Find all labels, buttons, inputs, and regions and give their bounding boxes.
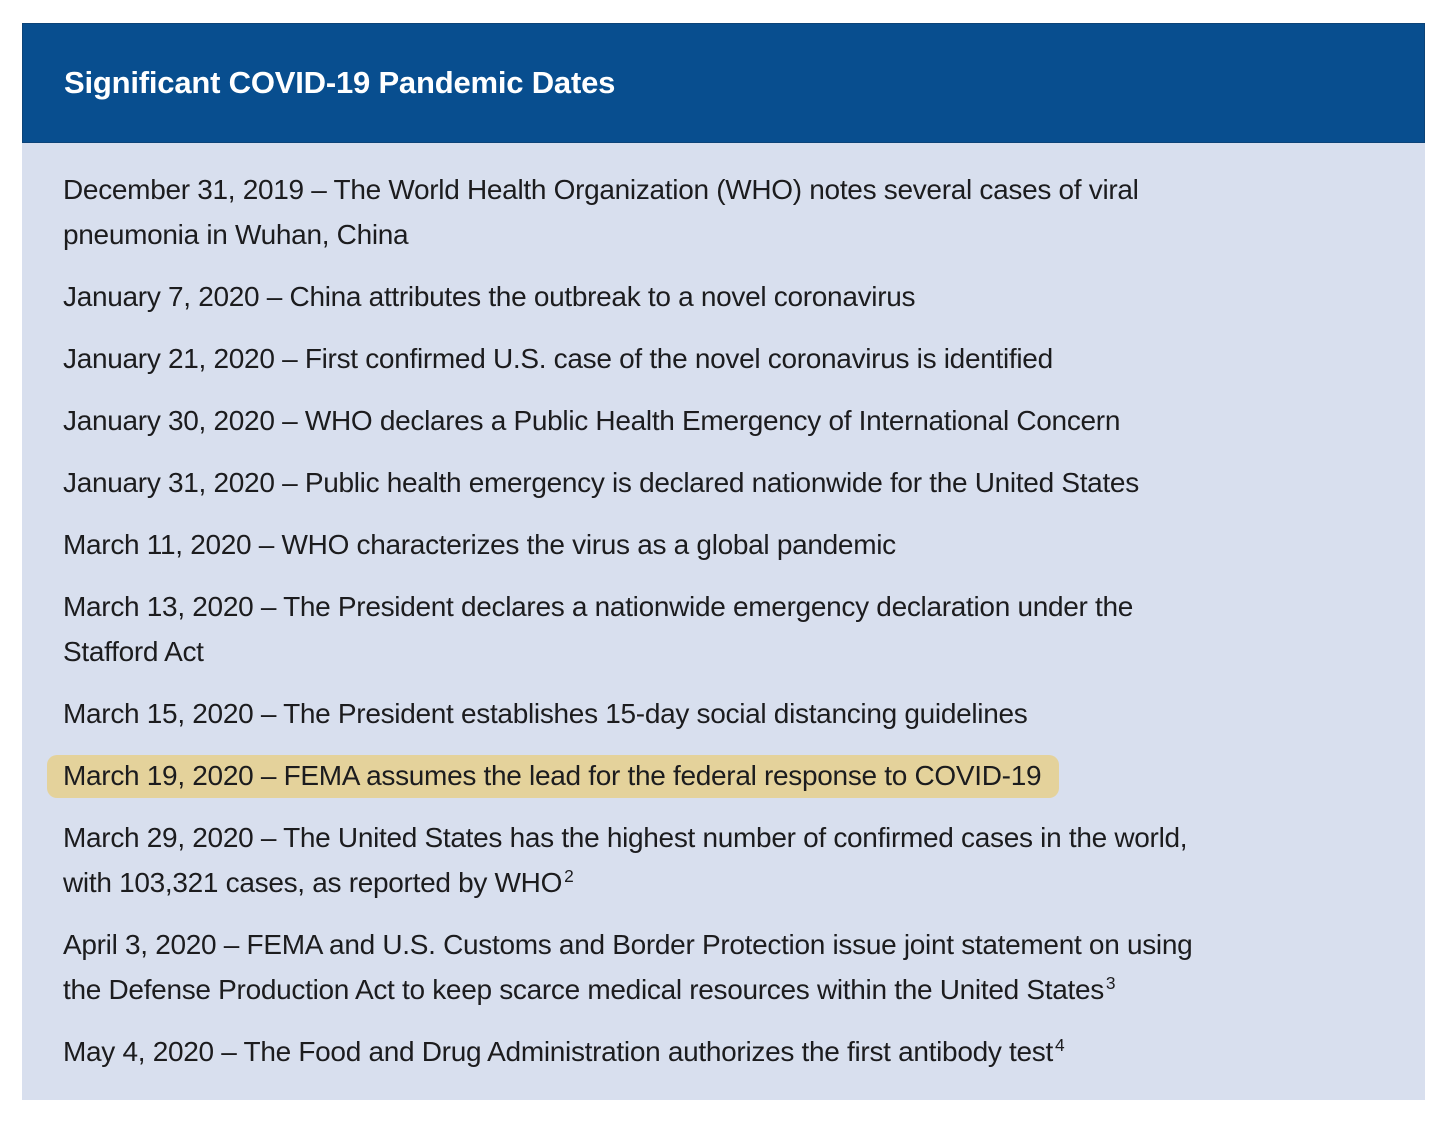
panel-title: Significant COVID-19 Pandemic Dates xyxy=(64,65,616,100)
entry-text: March 15, 2020 – The President establish… xyxy=(63,698,1028,729)
entry-text: May 4, 2020 – The Food and Drug Administ… xyxy=(63,1036,1053,1067)
timeline-entry: December 31, 2019 – The World Health Org… xyxy=(63,167,1379,257)
entry-text: March 13, 2020 – The President declares … xyxy=(63,591,1134,667)
timeline-entry: March 15, 2020 – The President establish… xyxy=(63,691,1379,736)
timeline-entry: March 13, 2020 – The President declares … xyxy=(63,584,1379,674)
timeline-entry: January 30, 2020 – WHO declares a Public… xyxy=(63,398,1379,443)
footnote-ref: 3 xyxy=(1105,972,1116,993)
timeline-entry: May 4, 2020 – The Food and Drug Administ… xyxy=(63,1029,1379,1074)
panel-header: Significant COVID-19 Pandemic Dates xyxy=(22,23,1425,143)
entry-text: March 11, 2020 – WHO characterizes the v… xyxy=(63,529,896,560)
entry-text: April 3, 2020 – FEMA and U.S. Customs an… xyxy=(63,929,1193,1005)
entry-text: January 30, 2020 – WHO declares a Public… xyxy=(63,405,1121,436)
entry-text: March 29, 2020 – The United States has t… xyxy=(63,822,1188,898)
timeline-entry: March 29, 2020 – The United States has t… xyxy=(63,815,1379,905)
footnote-ref: 4 xyxy=(1054,1034,1065,1055)
timeline-entry-highlighted: March 19, 2020 – FEMA assumes the lead f… xyxy=(47,753,1379,798)
timeline-entry: March 11, 2020 – WHO characterizes the v… xyxy=(63,522,1379,567)
timeline-entry: January 21, 2020 – First confirmed U.S. … xyxy=(63,336,1379,381)
timeline-entry: January 31, 2020 – Public health emergen… xyxy=(63,460,1379,505)
entry-text: January 31, 2020 – Public health emergen… xyxy=(63,467,1139,498)
pandemic-dates-panel: Significant COVID-19 Pandemic Dates Dece… xyxy=(22,23,1425,1100)
highlighted-entry-text: March 19, 2020 – FEMA assumes the lead f… xyxy=(47,755,1060,798)
entry-text: December 31, 2019 – The World Health Org… xyxy=(63,174,1139,250)
timeline-entry: January 7, 2020 – China attributes the o… xyxy=(63,274,1379,319)
footnote-ref: 2 xyxy=(564,865,574,886)
entry-text: January 21, 2020 – First confirmed U.S. … xyxy=(63,343,1053,374)
panel-body: December 31, 2019 – The World Health Org… xyxy=(22,143,1425,1100)
entry-text: January 7, 2020 – China attributes the o… xyxy=(63,281,916,312)
timeline-entry: April 3, 2020 – FEMA and U.S. Customs an… xyxy=(63,922,1379,1012)
